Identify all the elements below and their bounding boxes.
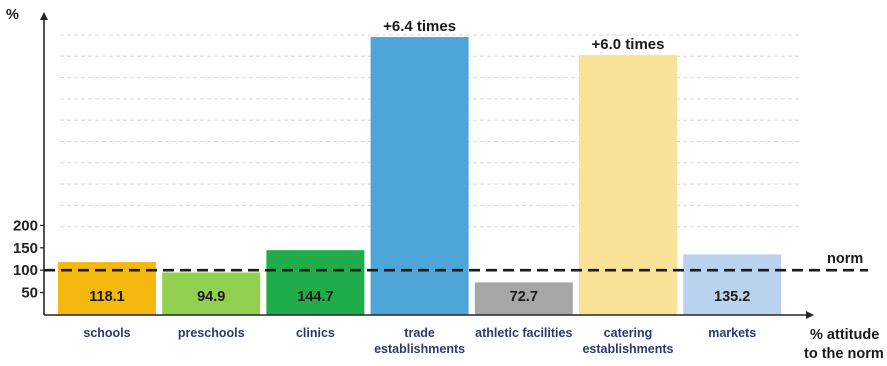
y-tick-label: 150 [13,240,38,257]
y-tick-label: 50 [21,285,38,302]
bar-athletic-facilities [474,282,573,315]
category-label: markets [708,326,756,340]
category-label: trade [404,326,435,340]
bar-annotation: +6.0 times [592,36,665,53]
y-tick-label: 200 [13,217,38,234]
norm-label: norm [827,251,863,267]
y-tick-label: 100 [13,262,38,279]
category-label: establishments [582,342,673,356]
data-label: 72.7 [510,289,538,305]
data-label: 118.1 [89,289,125,305]
bar-preschools [162,272,261,315]
y-axis-arrow [40,12,48,20]
data-label: 94.9 [197,289,225,305]
category-label: preschools [178,326,245,340]
category-label: schools [83,326,130,340]
labels: 118.1 schools 94.9 preschools 144.7 clinics +6… [6,7,884,362]
bar-clinics [266,250,365,315]
x-axis-label-line1: % attitude [810,327,879,343]
category-label: clinics [296,326,335,340]
category-label: establishments [374,342,465,356]
data-label: 144.7 [297,289,333,305]
x-axis-label-line2: to the norm [804,346,884,362]
bar-annotation: +6.4 times [383,18,456,35]
category-label: athletic facilities [475,326,572,340]
y-axis-label: % [6,7,19,23]
bar-trade-establishments [370,37,469,315]
x-axis-arrow [806,311,814,319]
bar-catering-establishments [579,55,677,315]
category-label: catering [604,326,653,340]
bar-markets [683,254,782,315]
axes [40,12,868,319]
data-label: 135.2 [714,289,750,305]
bars [58,37,782,315]
